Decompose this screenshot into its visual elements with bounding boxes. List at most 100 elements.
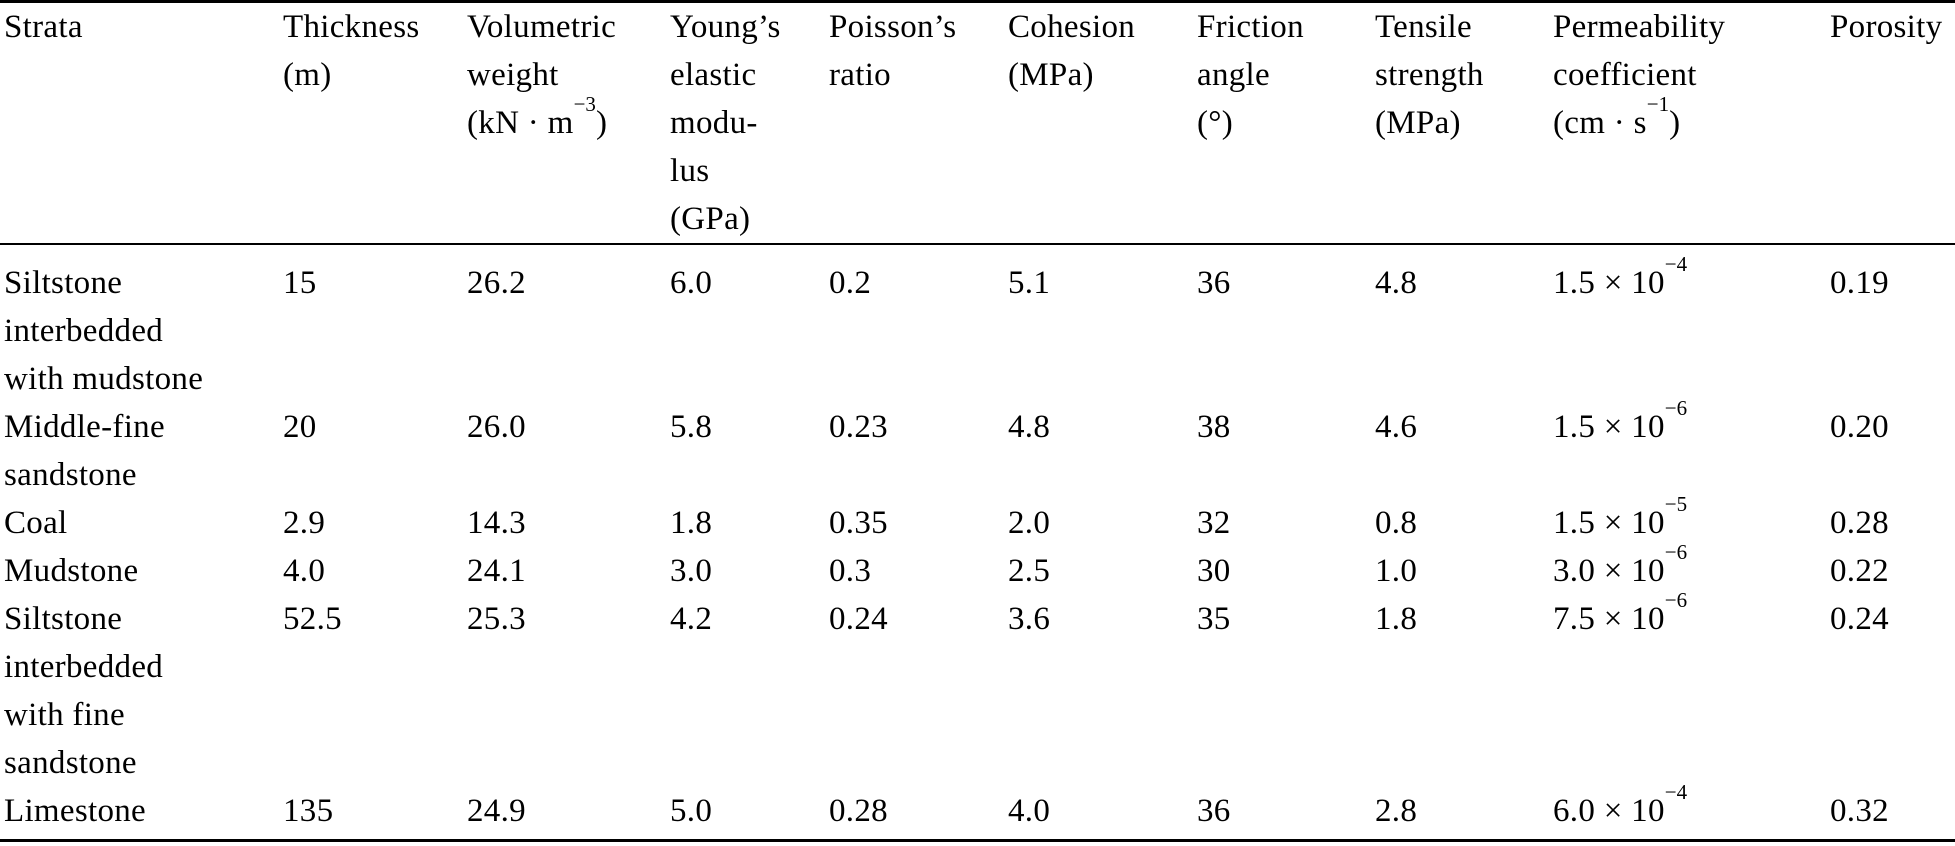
table-header: Strata Thickness (m) Volumetric weight (… — [0, 1, 1955, 245]
cell-cohesion: 2.5 — [1008, 553, 1051, 589]
cell-porosity: 0.28 — [1830, 505, 1889, 541]
permeability-exponent: −6 — [1664, 539, 1688, 564]
header-text: coefficient — [1553, 57, 1697, 93]
header-text: Permeability — [1553, 9, 1726, 45]
header-text: Strata — [4, 9, 83, 45]
cell-youngs-modulus: 5.0 — [670, 793, 713, 829]
cell-permeability: 6.0 × 10−4 — [1553, 779, 1688, 829]
cell-cohesion: 2.0 — [1008, 505, 1051, 541]
col-header-thickness: Thickness (m) — [279, 1, 463, 245]
header-text: Young’s — [670, 9, 781, 45]
col-header-youngs-modulus: Young’s elastic modu- lus (GPa) — [666, 1, 825, 245]
col-header-porosity: Porosity — [1826, 1, 1955, 245]
cell-volumetric-weight: 14.3 — [467, 505, 526, 541]
permeability-exponent: −6 — [1664, 587, 1688, 612]
cell-volumetric-weight: 24.1 — [467, 553, 526, 589]
header-text: weight — [467, 57, 559, 93]
col-header-friction-angle: Friction angle (°) — [1193, 1, 1371, 245]
header-text: lus — [670, 153, 710, 189]
cell-tensile-strength: 4.8 — [1375, 265, 1418, 301]
cell-strata: Siltstone interbedded with mudstone — [4, 265, 204, 397]
cell-tensile-strength: 1.0 — [1375, 553, 1418, 589]
cell-poissons-ratio: 0.3 — [829, 553, 872, 589]
cell-youngs-modulus: 1.8 — [670, 505, 713, 541]
cell-porosity: 0.19 — [1830, 265, 1889, 301]
header-unit: (GPa) — [670, 201, 751, 237]
cell-cohesion: 3.6 — [1008, 601, 1051, 637]
header-unit: (cm · s−1) — [1553, 91, 1681, 141]
cell-thickness: 135 — [283, 793, 334, 829]
cell-poissons-ratio: 0.23 — [829, 409, 888, 445]
col-header-strata: Strata — [0, 1, 279, 245]
cell-poissons-ratio: 0.2 — [829, 265, 872, 301]
table-row: Siltstone interbedded with mudstone 15 2… — [0, 244, 1955, 403]
cell-permeability: 1.5 × 10−6 — [1553, 395, 1688, 445]
table-row: Middle-fine sandstone 20 26.0 5.8 0.23 4… — [0, 395, 1955, 499]
header-text: Volumetric — [467, 9, 617, 45]
col-header-cohesion: Cohesion (MPa) — [1004, 1, 1193, 245]
cell-thickness: 4.0 — [283, 553, 326, 589]
table-row: Coal 2.9 14.3 1.8 0.35 2.0 32 0.8 1.5 × … — [0, 491, 1955, 547]
cell-youngs-modulus: 3.0 — [670, 553, 713, 589]
col-header-volumetric-weight: Volumetric weight (kN · m−3) — [463, 1, 666, 245]
col-header-permeability: Permeability coefficient (cm · s−1) — [1549, 1, 1826, 245]
permeability-exponent: −6 — [1664, 395, 1688, 420]
table-row: Mudstone 4.0 24.1 3.0 0.3 2.5 30 1.0 3.0… — [0, 539, 1955, 595]
cell-youngs-modulus: 5.8 — [670, 409, 713, 445]
header-row: Strata Thickness (m) Volumetric weight (… — [0, 1, 1955, 245]
cell-tensile-strength: 4.6 — [1375, 409, 1418, 445]
col-header-tensile-strength: Tensile strength (MPa) — [1371, 1, 1549, 245]
cell-tensile-strength: 1.8 — [1375, 601, 1418, 637]
cell-porosity: 0.20 — [1830, 409, 1889, 445]
cell-poissons-ratio: 0.35 — [829, 505, 888, 541]
cell-friction-angle: 30 — [1197, 553, 1231, 589]
table-body: Siltstone interbedded with mudstone 15 2… — [0, 244, 1955, 841]
header-text: strength — [1375, 57, 1484, 93]
header-text: Cohesion — [1008, 9, 1136, 45]
permeability-exponent: −5 — [1664, 491, 1688, 516]
cell-friction-angle: 36 — [1197, 793, 1231, 829]
table-row: Limestone 135 24.9 5.0 0.28 4.0 36 2.8 6… — [0, 779, 1955, 841]
cell-porosity: 0.22 — [1830, 553, 1889, 589]
header-text: angle — [1197, 57, 1270, 93]
cell-thickness: 2.9 — [283, 505, 326, 541]
cell-youngs-modulus: 6.0 — [670, 265, 713, 301]
cell-permeability: 1.5 × 10−4 — [1553, 251, 1688, 301]
header-text: elastic — [670, 57, 757, 93]
header-unit: (°) — [1197, 105, 1234, 141]
cell-thickness: 52.5 — [283, 601, 342, 637]
cell-tensile-strength: 2.8 — [1375, 793, 1418, 829]
header-unit: (MPa) — [1008, 57, 1094, 93]
header-text: ratio — [829, 57, 891, 93]
cell-cohesion: 4.8 — [1008, 409, 1051, 445]
cell-volumetric-weight: 24.9 — [467, 793, 526, 829]
cell-strata: Limestone — [4, 793, 146, 829]
table-row: Siltstone interbedded with fine sandston… — [0, 589, 1955, 787]
cell-cohesion: 4.0 — [1008, 793, 1051, 829]
permeability-exponent: −4 — [1664, 251, 1688, 276]
cell-poissons-ratio: 0.24 — [829, 601, 888, 637]
header-unit: (MPa) — [1375, 105, 1461, 141]
cell-friction-angle: 36 — [1197, 265, 1231, 301]
cell-friction-angle: 32 — [1197, 505, 1231, 541]
cell-permeability: 3.0 × 10−6 — [1553, 539, 1688, 589]
header-text: Poisson’s — [829, 9, 957, 45]
header-text: Friction — [1197, 9, 1304, 45]
cell-porosity: 0.32 — [1830, 793, 1889, 829]
cell-strata: Middle-fine sandstone — [4, 409, 165, 493]
unit-exponent: −1 — [1646, 91, 1670, 116]
header-text: Porosity — [1830, 9, 1943, 45]
cell-cohesion: 5.1 — [1008, 265, 1051, 301]
cell-volumetric-weight: 25.3 — [467, 601, 526, 637]
cell-friction-angle: 35 — [1197, 601, 1231, 637]
cell-strata: Coal — [4, 505, 68, 541]
header-text: Tensile — [1375, 9, 1472, 45]
cell-porosity: 0.24 — [1830, 601, 1889, 637]
cell-strata: Siltstone interbedded with fine sandston… — [4, 601, 164, 781]
cell-permeability: 1.5 × 10−5 — [1553, 491, 1688, 541]
cell-tensile-strength: 0.8 — [1375, 505, 1418, 541]
cell-thickness: 20 — [283, 409, 317, 445]
permeability-exponent: −4 — [1664, 779, 1688, 804]
